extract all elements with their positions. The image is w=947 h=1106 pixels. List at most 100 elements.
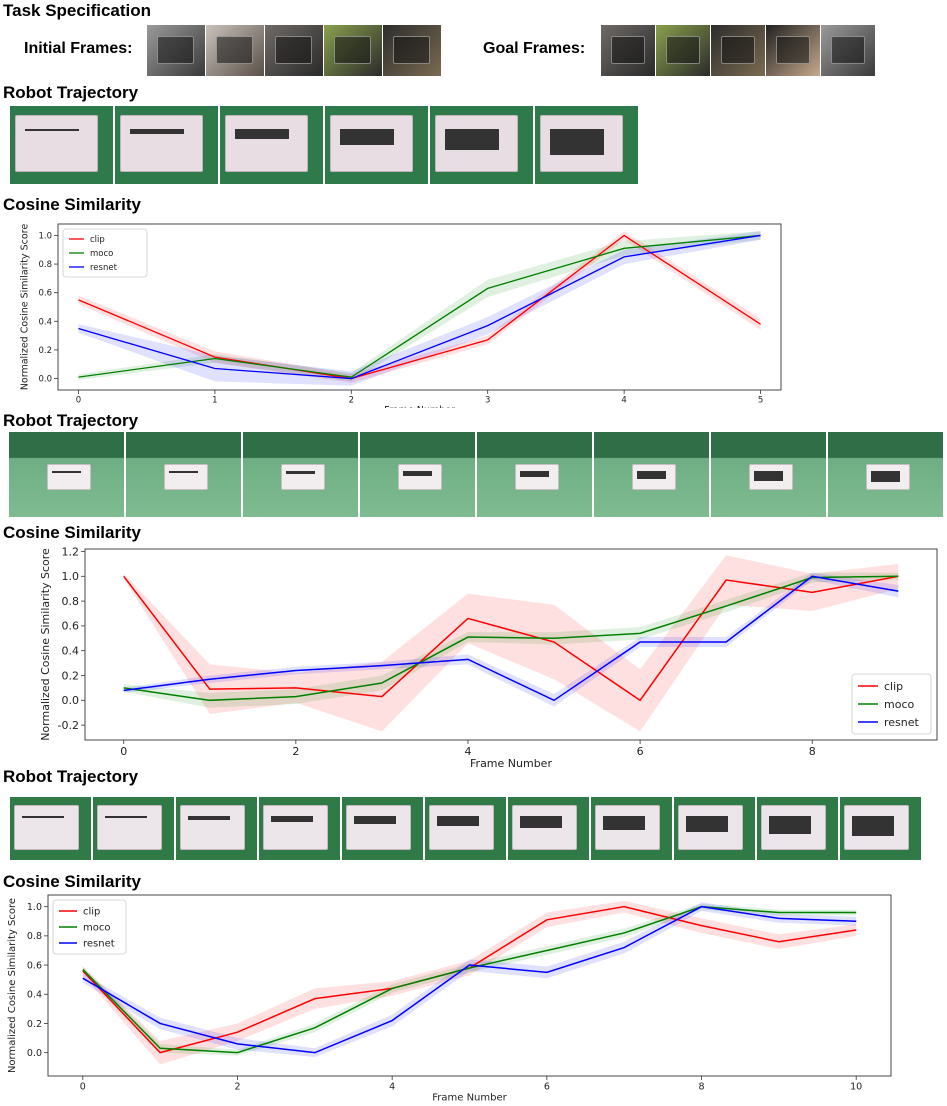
legend-label-clip: clip bbox=[884, 680, 903, 693]
x-tick-label: 4 bbox=[621, 396, 626, 406]
x-tick-label: 2 bbox=[292, 745, 299, 758]
y-axis-label: Normalized Cosine Similarity Score bbox=[39, 548, 52, 741]
band-moco bbox=[123, 572, 899, 708]
y-tick-label: 0.8 bbox=[27, 931, 42, 942]
series-line-moco bbox=[82, 905, 857, 1054]
y-axis-label: Normalized Cosine Similarity Score bbox=[7, 898, 18, 1073]
goal-frames-label: Goal Frames: bbox=[483, 40, 586, 57]
x-tick-label: 1 bbox=[212, 396, 217, 406]
initial-frames-label: Initial Frames: bbox=[24, 40, 133, 57]
x-tick-label: 2 bbox=[349, 396, 354, 406]
oven-open-light-frame bbox=[656, 25, 710, 76]
oven-open-dark-frame bbox=[383, 25, 441, 76]
toaster-door-open-final-frame bbox=[535, 106, 638, 184]
legend-box bbox=[62, 228, 148, 278]
toaster-door-open-frame bbox=[430, 106, 533, 184]
wide-toaster-arm-frame bbox=[126, 432, 241, 517]
y-tick-label: 0.8 bbox=[62, 595, 80, 608]
y-tick-label: 0.0 bbox=[38, 375, 52, 385]
y-tick-label: 0.2 bbox=[27, 1019, 42, 1030]
hand-pull-3-frame bbox=[425, 797, 506, 860]
x-tick-label: 4 bbox=[389, 1082, 395, 1093]
hand-pull-1-frame bbox=[259, 797, 340, 860]
x-tick-label: 2 bbox=[234, 1082, 240, 1093]
series-line-resnet bbox=[82, 905, 857, 1054]
y-tick-label: 0.2 bbox=[38, 346, 52, 356]
legend-label-clip: clip bbox=[90, 235, 105, 245]
y-tick-label: 0.6 bbox=[27, 960, 42, 971]
y-axis-label: Normalized Cosine Similarity Score bbox=[19, 224, 30, 391]
x-axis-label: Frame Number bbox=[432, 1093, 507, 1102]
legend-label-resnet: resnet bbox=[90, 263, 118, 273]
oven-hand-open-frame bbox=[324, 25, 382, 76]
robot-trajectory-strip-2 bbox=[9, 432, 943, 517]
wide-toaster-arm3-frame bbox=[360, 432, 475, 517]
door-open-1-frame bbox=[757, 797, 838, 860]
wide-toaster-far-frame bbox=[9, 432, 124, 517]
y-tick-label: 0.4 bbox=[62, 645, 80, 658]
hand-pull-2-frame bbox=[342, 797, 423, 860]
oven-open-tray-frame bbox=[601, 25, 655, 76]
cosine-similarity-chart-2: 0 2 4 6 8 -0.2 0.0 0.2 0.4 0.6 0.8 1.0 1.2 Frame Numb… bbox=[0, 543, 947, 773]
toaster-gripper-near-frame bbox=[115, 106, 218, 184]
cosine-similarity-title-1: Cosine Similarity bbox=[3, 195, 141, 214]
cosine-similarity-chart-3: 0 2 4 6 8 10 0.0 0.2 0.4 0.6 0.8 1.0 Frame Number Nor… bbox=[0, 889, 947, 1106]
legend-box bbox=[851, 673, 932, 735]
y-tick-label: 1.2 bbox=[62, 545, 80, 558]
toaster-closed-frame bbox=[10, 106, 113, 184]
y-tick-label: -0.2 bbox=[58, 719, 79, 732]
legend-label-moco: moco bbox=[83, 923, 110, 934]
y-tick-label: 1.0 bbox=[27, 902, 42, 913]
x-tick-label: 6 bbox=[637, 745, 644, 758]
hand-grasp-frame bbox=[176, 797, 257, 860]
x-tick-label: 0 bbox=[120, 745, 127, 758]
robot-trajectory-title-1: Robot Trajectory bbox=[3, 83, 139, 102]
legend-label-resnet: resnet bbox=[83, 939, 115, 950]
series-line-clip bbox=[78, 234, 761, 380]
door-open-2-frame bbox=[840, 797, 921, 860]
oven-open-black-frame bbox=[766, 25, 820, 76]
legend-box bbox=[52, 899, 127, 955]
y-tick-label: 0.0 bbox=[27, 1048, 42, 1059]
x-axis-label: Frame Number bbox=[470, 757, 552, 768]
wide-toaster-grasp-frame bbox=[477, 432, 592, 517]
x-tick-label: 6 bbox=[544, 1082, 550, 1093]
robot-trajectory-strip-3 bbox=[10, 797, 921, 860]
oven-door-closed-hand-frame bbox=[147, 25, 205, 76]
x-tick-label: 8 bbox=[698, 1082, 704, 1093]
toaster-door-half-frame bbox=[325, 106, 428, 184]
y-tick-label: 0.4 bbox=[38, 317, 52, 327]
robot-trajectory-title-2: Robot Trajectory bbox=[3, 411, 139, 430]
microwave-open-frame bbox=[711, 25, 765, 76]
plot-frame bbox=[57, 223, 782, 391]
hand-door-open-frame bbox=[674, 797, 755, 860]
wide-toaster-pull-frame bbox=[594, 432, 709, 517]
y-tick-label: 0.4 bbox=[27, 990, 42, 1001]
x-tick-label: 0 bbox=[76, 396, 81, 406]
y-tick-label: 0.2 bbox=[62, 669, 80, 682]
initial-frames-strip bbox=[147, 25, 441, 76]
legend-label-moco: moco bbox=[90, 249, 113, 259]
hand-reach-frame bbox=[93, 797, 174, 860]
y-tick-label: 1.0 bbox=[62, 570, 80, 583]
toaster-gripper-handle-frame bbox=[220, 106, 323, 184]
task-specification-title: Task Specification bbox=[3, 1, 152, 20]
goal-frames-strip bbox=[601, 25, 875, 76]
y-tick-label: 0.8 bbox=[38, 260, 52, 270]
band-clip bbox=[123, 555, 899, 732]
series-line-moco bbox=[123, 575, 899, 702]
y-tick-label: 0.0 bbox=[62, 694, 80, 707]
plot-frame bbox=[84, 548, 938, 741]
cosine-similarity-title-2: Cosine Similarity bbox=[3, 523, 141, 542]
wide-toaster-half-open-frame bbox=[711, 432, 826, 517]
legend-label-clip: clip bbox=[83, 907, 100, 918]
plot-frame bbox=[47, 894, 892, 1077]
microwave-hand-frame bbox=[265, 25, 323, 76]
oven-door-hand-pull-frame bbox=[206, 25, 264, 76]
y-tick-label: 0.6 bbox=[38, 289, 52, 299]
legend-label-moco: moco bbox=[884, 698, 914, 711]
series-line-resnet bbox=[123, 575, 899, 702]
x-tick-label: 4 bbox=[464, 745, 471, 758]
x-tick-label: 3 bbox=[485, 396, 490, 406]
x-tick-label: 5 bbox=[758, 396, 763, 406]
